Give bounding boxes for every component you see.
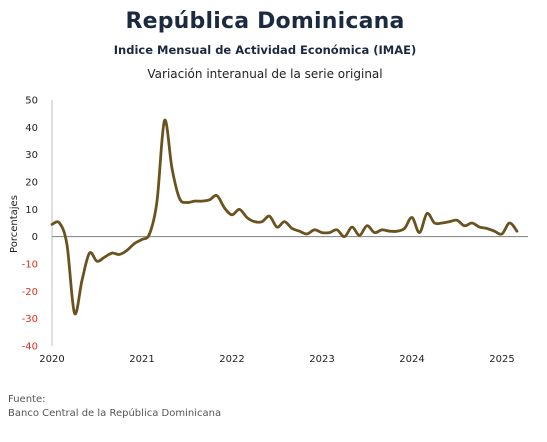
source-label: Fuente: [8,394,46,405]
chart-subtitle: Indice Mensual de Actividad Económica (I… [113,43,417,57]
source-name: Banco Central de la República Dominicana [8,408,222,419]
series-line [50,119,519,316]
chart-description: Variación interanual de la serie origina… [147,67,383,81]
x-tick-label: 2021 [129,354,154,365]
y-axis-label: Porcentajes [9,195,20,253]
y-tick-label: 40 [25,123,38,134]
y-tick-label: -40 [22,342,38,353]
y-tick-label: -10 [22,260,38,271]
y-tick-label: 50 [25,96,38,107]
y-tick-label: -20 [22,287,38,298]
x-tick-label: 2025 [489,354,514,365]
y-tick-label: 30 [25,150,38,161]
y-tick-label: 20 [25,178,38,189]
y-tick-label: 0 [32,232,38,243]
x-axis-ticks: 2020 2021 2022 2023 2024 2025 [39,354,514,365]
x-tick-label: 2022 [219,354,244,365]
y-tick-label: 10 [25,205,38,216]
y-axis-ticks: 50 40 30 20 10 0 -10 -20 -30 -40 [22,96,38,353]
chart-title: República Dominicana [125,9,405,34]
y-tick-label: -30 [22,314,38,325]
x-tick-label: 2023 [309,354,334,365]
x-tick-label: 2020 [39,354,64,365]
x-tick-label: 2024 [399,354,424,365]
